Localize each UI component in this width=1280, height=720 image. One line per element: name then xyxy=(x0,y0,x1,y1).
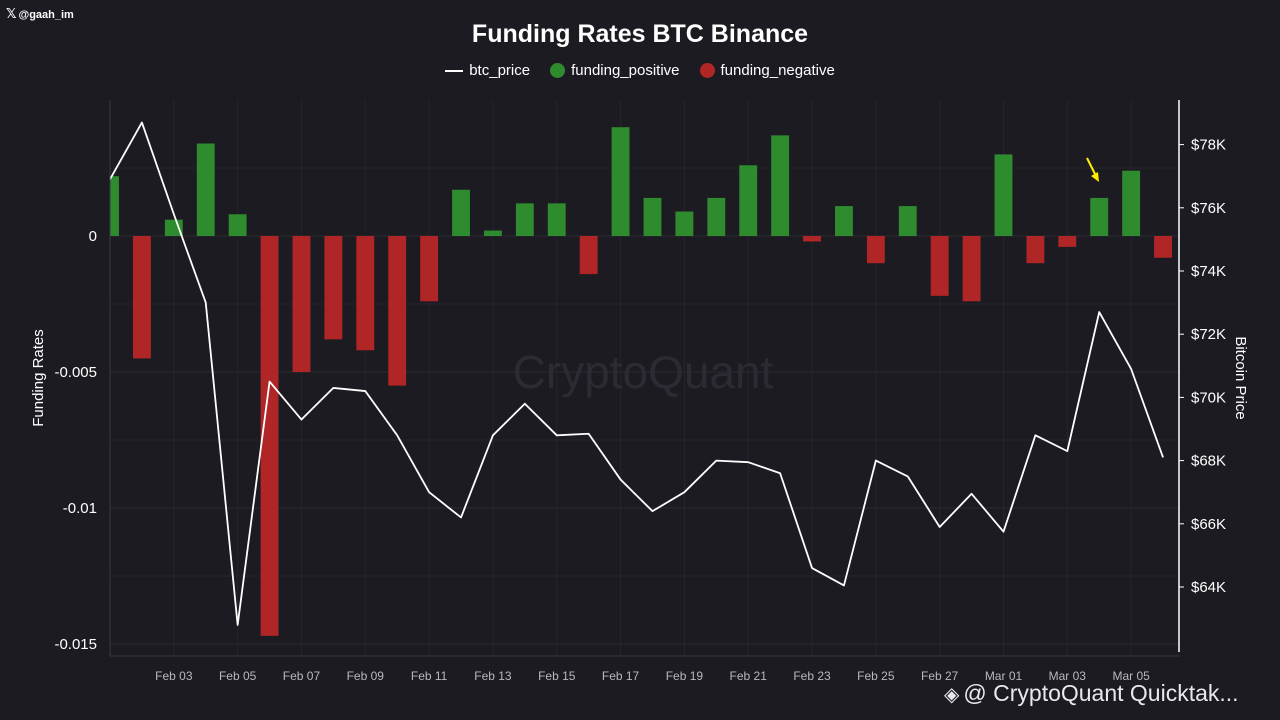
x-tick-label: Feb 21 xyxy=(730,669,768,683)
funding-bar-negative xyxy=(1058,236,1077,247)
y2-tick-label: $78K xyxy=(1191,137,1226,154)
legend-item-btc-price[interactable]: btc_price xyxy=(445,62,530,79)
y2-tick-label: $64K xyxy=(1191,579,1226,596)
y2-tick-label: $70K xyxy=(1191,389,1226,406)
funding-bar-positive xyxy=(898,206,917,236)
funding-bar-negative xyxy=(962,236,981,302)
x-tick-label: Feb 23 xyxy=(793,669,831,683)
y-tick-label: -0.01 xyxy=(63,500,97,517)
x-tick-label: Feb 05 xyxy=(219,669,257,683)
funding-bar-negative xyxy=(420,236,439,302)
y-axis-label: Funding Rates xyxy=(30,329,47,427)
y-tick-label: -0.015 xyxy=(54,636,97,653)
axes xyxy=(109,100,1180,657)
x-tick-label: Feb 15 xyxy=(538,669,576,683)
funding-bar-positive xyxy=(739,165,758,236)
funding-bar-positive xyxy=(707,197,726,236)
funding-bar-positive xyxy=(771,135,790,236)
btc-price-line-group xyxy=(109,121,1164,626)
funding-bar-negative xyxy=(132,236,151,359)
y2-tick-label: $74K xyxy=(1191,263,1226,280)
legend-label-funding-positive: funding_positive xyxy=(571,62,680,79)
x-tick-label: Mar 01 xyxy=(985,669,1023,683)
x-tick-label: Feb 27 xyxy=(921,669,959,683)
legend: btc_price funding_positive funding_negat… xyxy=(0,62,1280,79)
funding-bar-positive xyxy=(452,189,470,236)
legend-dot-negative xyxy=(699,63,715,78)
funding-bar-positive xyxy=(228,214,247,236)
x-tick-label: Mar 05 xyxy=(1112,669,1150,683)
funding-bars xyxy=(110,127,1172,636)
funding-bar-positive xyxy=(611,127,630,236)
legend-label-funding-negative: funding_negative xyxy=(720,62,835,79)
funding-bar-negative xyxy=(1154,236,1172,258)
funding-bar-negative xyxy=(292,236,311,372)
y2-tick-label: $72K xyxy=(1191,326,1226,343)
funding-bar-negative xyxy=(1026,236,1045,264)
funding-bar-negative xyxy=(356,236,375,351)
y2-tick-label: $68K xyxy=(1191,453,1226,470)
funding-bar-negative xyxy=(260,236,279,636)
funding-bar-negative xyxy=(324,236,343,340)
x-tick-label: Feb 03 xyxy=(155,669,193,683)
funding-bar-positive xyxy=(547,203,566,236)
funding-bar-positive xyxy=(1122,170,1141,236)
funding-bar-positive xyxy=(164,219,183,236)
y-tick-label: -0.005 xyxy=(54,364,97,381)
annotation-arrow-icon xyxy=(1086,157,1099,182)
funding-bar-positive xyxy=(110,176,119,236)
x-tick-label: Feb 25 xyxy=(857,669,895,683)
footer-attribution: ◈ @ CryptoQuant Quicktak... xyxy=(944,680,1239,707)
author-handle: 𝕏 @gaah_im xyxy=(6,6,74,22)
funding-bar-positive xyxy=(675,211,694,236)
funding-bar-positive xyxy=(483,230,502,236)
legend-dot-positive xyxy=(550,63,566,78)
x-tick-label: Feb 09 xyxy=(347,669,385,683)
btc-price-line xyxy=(109,121,1164,626)
x-tick-label: Feb 07 xyxy=(283,669,321,683)
funding-bar-positive xyxy=(515,203,534,236)
x-tick-label: Mar 03 xyxy=(1049,669,1087,683)
x-tick-label: Feb 19 xyxy=(666,669,704,683)
x-tick-label: Feb 13 xyxy=(474,669,512,683)
funding-bar-negative xyxy=(388,236,407,386)
legend-label-btc-price: btc_price xyxy=(469,62,531,79)
x-tick-label: Feb 11 xyxy=(411,669,448,683)
funding-bar-positive xyxy=(196,143,215,236)
legend-line-swatch xyxy=(445,69,464,72)
x-tick-label: Feb 17 xyxy=(602,669,640,683)
tick-labels: 0 -0.005 -0.01 -0.015 $78K $76K $74K $72K $70K $6… xyxy=(54,137,1226,683)
y2-tick-label: $66K xyxy=(1191,516,1226,533)
x-logo-icon: 𝕏 xyxy=(6,6,17,21)
legend-item-funding-positive[interactable]: funding_positive xyxy=(550,62,680,79)
funding-bar-positive xyxy=(1090,197,1109,236)
y2-axis-label: Bitcoin Price xyxy=(1232,336,1249,419)
y-tick-label: 0 xyxy=(89,228,97,245)
funding-bar-negative xyxy=(579,236,598,275)
funding-bar-positive xyxy=(994,154,1013,236)
funding-bar-negative xyxy=(866,236,885,264)
funding-bar-positive xyxy=(643,197,662,236)
legend-item-funding-negative[interactable]: funding_negative xyxy=(699,62,835,79)
funding-bar-negative xyxy=(803,236,821,242)
gridlines xyxy=(110,100,1179,656)
chart-title: Funding Rates BTC Binance xyxy=(471,20,809,48)
y2-tick-label: $76K xyxy=(1191,200,1226,217)
footer-text: @ CryptoQuant Quicktak... xyxy=(963,680,1239,706)
author-handle-text: @gaah_im xyxy=(18,9,74,21)
funding-bar-negative xyxy=(930,236,949,296)
funding-bar-positive xyxy=(835,206,853,236)
binance-logo-icon: ◈ xyxy=(944,684,960,706)
cryptoquant-watermark: CryptoQuant xyxy=(513,346,774,398)
